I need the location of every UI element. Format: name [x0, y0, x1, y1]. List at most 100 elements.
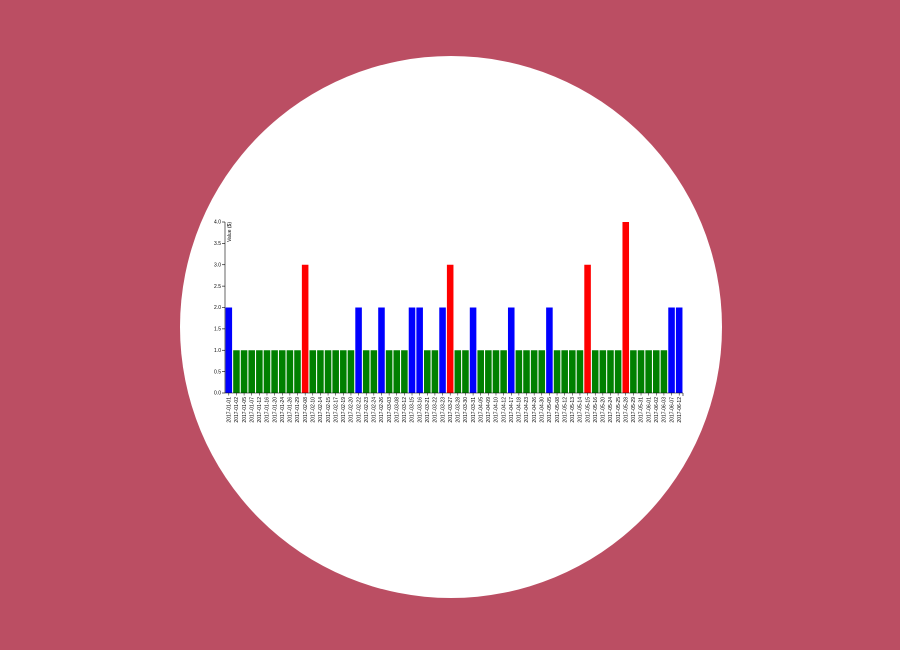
x-tick-label: 2017-01-26: [288, 397, 294, 423]
bar: [584, 264, 591, 393]
x-tick-label: 2017-04-18: [517, 397, 523, 423]
x-tick-label: 2017-02-23: [364, 397, 370, 423]
bar: [492, 350, 500, 393]
bar: [431, 350, 439, 393]
bar: [500, 350, 507, 393]
x-tick-label: 2017-01-20: [272, 397, 278, 423]
bar: [324, 350, 332, 393]
bar: [569, 350, 576, 393]
bar: [591, 350, 599, 393]
y-tick-label: 0.5: [214, 369, 221, 375]
bar: [668, 307, 675, 393]
x-tick-label: 2017-01-24: [280, 397, 286, 423]
bar: [408, 307, 416, 393]
bar: [477, 350, 484, 393]
bar: [507, 307, 515, 393]
bar: [301, 264, 309, 393]
x-tick-label: 2017-01-12: [257, 397, 263, 423]
x-tick-label: 2017-01-16: [265, 397, 271, 423]
x-tick-label: 2017-02-10: [310, 397, 316, 423]
bar: [317, 350, 324, 393]
x-tick-label: 2017-03-31: [471, 397, 477, 423]
x-tick-label: 2017-03-23: [440, 397, 446, 423]
x-tick-label: 2017-05-08: [555, 397, 561, 423]
bar: [485, 350, 492, 393]
x-tick-label: 2017-05-28: [623, 397, 629, 423]
x-tick-label: 2017-01-02: [234, 397, 240, 423]
bar: [294, 350, 301, 393]
bar: [393, 350, 401, 393]
x-tick-label: 2017-02-19: [341, 397, 347, 423]
bar: [225, 307, 233, 393]
x-tick-label: 2017-05-25: [616, 397, 622, 423]
bar: [454, 350, 462, 393]
x-tick-label: 2017-05-29: [631, 397, 637, 423]
y-tick-label: 2.0: [214, 305, 221, 311]
bar: [576, 350, 584, 393]
bar: [248, 350, 255, 393]
x-tick-label: 2017-04-09: [486, 397, 492, 423]
x-tick-label: 2017-04-12: [501, 397, 507, 423]
x-tick-label: 2017-03-27: [448, 397, 454, 423]
bar: [607, 350, 614, 393]
bar: [553, 350, 561, 393]
bar: [240, 350, 248, 393]
x-tick-label: 2017-06-02: [654, 397, 660, 423]
x-tick-label: 2017-05-12: [562, 397, 568, 423]
x-tick-label: 2017-02-14: [318, 397, 324, 423]
x-tick-label: 2017-05-05: [547, 397, 553, 423]
bar: [630, 350, 637, 393]
bar: [653, 350, 660, 393]
bar: [462, 350, 469, 393]
x-tick-label: 2017-03-15: [410, 397, 416, 423]
bar: [385, 350, 393, 393]
x-tick-label: 2017-03-30: [463, 397, 469, 423]
bar: [660, 350, 668, 393]
bar: [614, 350, 622, 393]
x-tick-label: 2017-03-12: [402, 397, 408, 423]
x-tick-label: 2017-05-20: [601, 397, 607, 423]
y-tick-label: 1.0: [214, 348, 221, 354]
bar: [370, 350, 378, 393]
bar: [424, 350, 431, 393]
bar: [332, 350, 339, 393]
x-tick-label: 2017-05-16: [593, 397, 599, 423]
bar: [637, 350, 645, 393]
x-tick-label: 2017-05-15: [585, 397, 591, 423]
bar: [233, 350, 240, 393]
bar: [645, 350, 652, 393]
y-tick-label: 4.0: [214, 220, 221, 226]
x-tick-label: 2017-02-15: [326, 397, 332, 423]
x-tick-label: 2017-02-08: [303, 397, 309, 423]
bar: [378, 307, 385, 393]
x-tick-label: 2017-03-22: [433, 397, 439, 423]
x-tick-label: 2017-01-29: [295, 397, 301, 423]
bar: [362, 350, 370, 393]
y-tick-label: 3.0: [214, 262, 221, 268]
x-tick-label: 2017-01-07: [249, 397, 255, 423]
x-tick-label: 2017-05-24: [608, 397, 614, 423]
x-tick-label: 2017-03-28: [456, 397, 462, 423]
y-tick-label: 1.5: [214, 327, 221, 333]
bar: [256, 350, 263, 393]
x-tick-label: 2017-02-20: [349, 397, 355, 423]
x-tick-label: 2017-04-26: [532, 397, 538, 423]
x-tick-label: 2017-02-26: [379, 397, 385, 423]
x-tick-label: 2017-04-10: [494, 397, 500, 423]
y-tick-label: 2.5: [214, 284, 221, 290]
bar: [271, 350, 278, 393]
bar: [561, 350, 568, 393]
y-axis-label: Value ($): [227, 222, 233, 242]
bar: [355, 307, 362, 393]
x-tick-label: 2017-03-03: [387, 397, 393, 423]
x-tick-label: 2017-02-22: [356, 397, 362, 423]
bar: [530, 350, 538, 393]
bar: [515, 350, 523, 393]
x-tick-label: 2017-06-03: [662, 397, 668, 423]
bar: [675, 307, 683, 393]
x-tick-label: 2017-06-12: [677, 397, 683, 423]
x-tick-label: 2017-05-13: [570, 397, 576, 423]
x-tick-label: 2017-01-01: [227, 397, 233, 423]
x-tick-label: 2017-04-23: [524, 397, 530, 423]
